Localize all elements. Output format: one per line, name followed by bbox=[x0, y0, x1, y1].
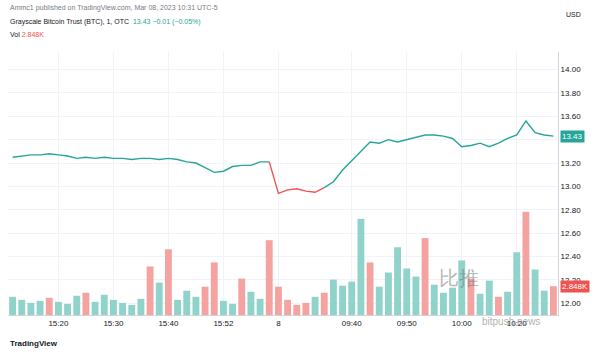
svg-text:2.848K: 2.848K bbox=[562, 282, 588, 291]
svg-text:13.80: 13.80 bbox=[561, 89, 582, 98]
svg-text:10:00: 10:00 bbox=[452, 319, 473, 328]
svg-text:09:40: 09:40 bbox=[342, 319, 363, 328]
svg-text:TradingView: TradingView bbox=[10, 339, 58, 348]
svg-text:14.00: 14.00 bbox=[561, 65, 582, 74]
svg-text:Vol 2.848K: Vol 2.848K bbox=[10, 31, 44, 38]
svg-text:12.20: 12.20 bbox=[561, 276, 582, 285]
svg-text:15:52: 15:52 bbox=[213, 319, 234, 328]
svg-text:13.43: 13.43 bbox=[562, 132, 583, 141]
svg-text:13.00: 13.00 bbox=[561, 182, 582, 191]
svg-text:12.80: 12.80 bbox=[561, 206, 582, 215]
svg-text:12.40: 12.40 bbox=[561, 252, 582, 261]
svg-text:15:40: 15:40 bbox=[158, 319, 179, 328]
svg-text:比推: 比推 bbox=[439, 267, 479, 289]
svg-text:12.00: 12.00 bbox=[561, 299, 582, 308]
svg-text:15:30: 15:30 bbox=[103, 319, 124, 328]
svg-text:12.60: 12.60 bbox=[561, 229, 582, 238]
svg-text:Grayscale Bitcoin Trust (BTC),: Grayscale Bitcoin Trust (BTC), 1, OTC 13… bbox=[10, 18, 201, 26]
svg-text:10:20: 10:20 bbox=[507, 319, 528, 328]
svg-text:Ammc1 published on TradingView: Ammc1 published on TradingView.com, Mar … bbox=[10, 4, 218, 12]
svg-text:bitpush.news: bitpush.news bbox=[482, 316, 540, 327]
svg-text:09:50: 09:50 bbox=[397, 319, 418, 328]
svg-text:13.40: 13.40 bbox=[561, 135, 582, 144]
svg-text:USD: USD bbox=[566, 11, 581, 18]
svg-text:13.60: 13.60 bbox=[561, 112, 582, 121]
svg-text:13.20: 13.20 bbox=[561, 159, 582, 168]
svg-text:15:20: 15:20 bbox=[48, 319, 69, 328]
svg-text:8: 8 bbox=[276, 319, 281, 328]
